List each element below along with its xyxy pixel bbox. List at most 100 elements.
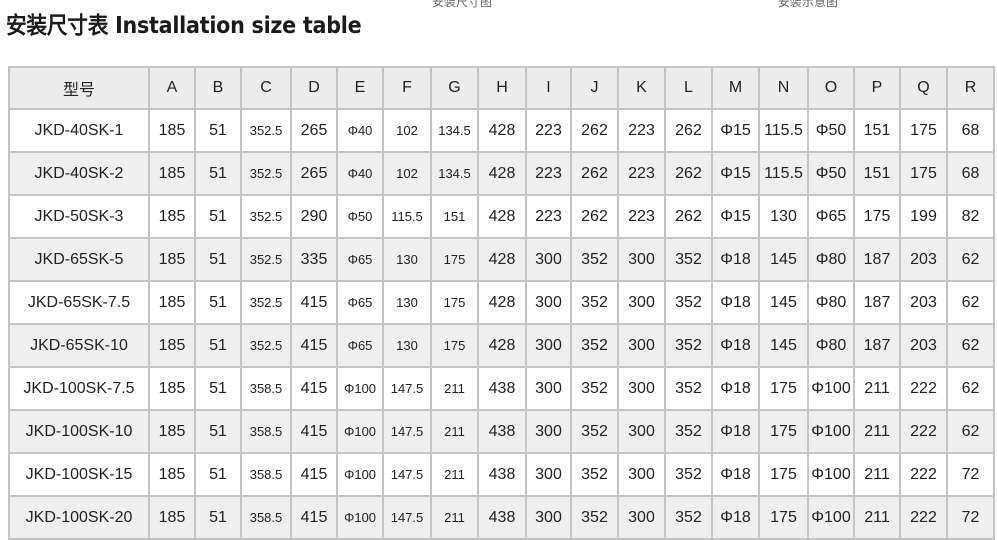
table-row: JKD-50SK-3 185 51 352.5 290 Φ50 115.5 151 428 223…: [8, 194, 995, 239]
cell-k: 300: [617, 409, 666, 454]
model-cell: JKD-100SK-20: [8, 495, 150, 540]
cell-r: 62: [946, 237, 995, 282]
cell-b: 51: [194, 194, 242, 239]
cell-m: Φ18: [711, 237, 760, 282]
cell-k: 223: [617, 194, 666, 239]
cell-b: 51: [194, 409, 242, 454]
cell-e: Φ100: [336, 452, 384, 497]
cell-l: 352: [664, 323, 713, 368]
cell-i: 223: [525, 108, 572, 153]
header-j: J: [570, 66, 619, 110]
cell-l: 352: [664, 452, 713, 497]
header-k: K: [617, 66, 666, 110]
cell-l: 352: [664, 409, 713, 454]
model-cell: JKD-100SK-7.5: [8, 366, 150, 411]
cell-n: 115.5: [758, 108, 809, 153]
cell-r: 62: [946, 409, 995, 454]
cell-c: 352.5: [240, 280, 292, 325]
cell-r: 72: [946, 452, 995, 497]
cell-h: 428: [477, 237, 527, 282]
cell-o: Φ80: [807, 323, 855, 368]
model-cell: JKD-65SK-10: [8, 323, 150, 368]
cell-i: 223: [525, 194, 572, 239]
cell-d: 265: [290, 108, 338, 153]
cell-n: 175: [758, 409, 809, 454]
cell-n: 145: [758, 280, 809, 325]
cell-m: Φ18: [711, 366, 760, 411]
header-b: B: [194, 66, 242, 110]
cell-f: 147.5: [382, 495, 432, 540]
header-a: A: [148, 66, 196, 110]
cell-j: 352: [570, 452, 619, 497]
cell-n: 175: [758, 495, 809, 540]
cell-e: Φ40: [336, 108, 384, 153]
cell-i: 300: [525, 452, 572, 497]
cell-i: 300: [525, 280, 572, 325]
cell-j: 352: [570, 409, 619, 454]
cell-g: 211: [430, 409, 479, 454]
cell-b: 51: [194, 366, 242, 411]
cell-k: 300: [617, 323, 666, 368]
cell-m: Φ18: [711, 323, 760, 368]
cell-g: 211: [430, 495, 479, 540]
cell-j: 262: [570, 194, 619, 239]
model-cell: JKD-40SK-1: [8, 108, 150, 153]
cell-j: 262: [570, 108, 619, 153]
cell-o: Φ80: [807, 237, 855, 282]
cell-h: 428: [477, 194, 527, 239]
cell-b: 51: [194, 323, 242, 368]
cell-q: 199: [899, 194, 948, 239]
cell-a: 185: [148, 237, 196, 282]
cell-r: 68: [946, 151, 995, 196]
cell-o: Φ50: [807, 108, 855, 153]
cell-j: 262: [570, 151, 619, 196]
cell-g: 151: [430, 194, 479, 239]
header-n: N: [758, 66, 809, 110]
cell-i: 300: [525, 366, 572, 411]
header-model: 型号: [8, 66, 150, 110]
cell-p: 187: [853, 280, 901, 325]
header-l: L: [664, 66, 713, 110]
cell-n: 175: [758, 452, 809, 497]
cell-l: 262: [664, 108, 713, 153]
cell-n: 145: [758, 323, 809, 368]
cell-f: 130: [382, 280, 432, 325]
cell-d: 415: [290, 495, 338, 540]
header-o: O: [807, 66, 855, 110]
cell-o: Φ80: [807, 280, 855, 325]
header-m: M: [711, 66, 760, 110]
cell-o: Φ65: [807, 194, 855, 239]
cell-p: 211: [853, 452, 901, 497]
cell-j: 352: [570, 237, 619, 282]
cell-j: 352: [570, 495, 619, 540]
cell-m: Φ15: [711, 151, 760, 196]
header-i: I: [525, 66, 572, 110]
cell-c: 358.5: [240, 495, 292, 540]
cell-h: 438: [477, 366, 527, 411]
cell-q: 222: [899, 495, 948, 540]
cell-k: 300: [617, 280, 666, 325]
cell-q: 222: [899, 366, 948, 411]
cell-d: 290: [290, 194, 338, 239]
cell-d: 415: [290, 452, 338, 497]
cell-k: 300: [617, 452, 666, 497]
cell-i: 300: [525, 409, 572, 454]
cell-m: Φ18: [711, 452, 760, 497]
cell-e: Φ65: [336, 323, 384, 368]
cell-c: 358.5: [240, 366, 292, 411]
cell-d: 415: [290, 323, 338, 368]
cell-p: 187: [853, 323, 901, 368]
cell-b: 51: [194, 151, 242, 196]
cell-d: 265: [290, 151, 338, 196]
cell-q: 203: [899, 237, 948, 282]
cell-b: 51: [194, 280, 242, 325]
cell-p: 175: [853, 194, 901, 239]
cell-k: 300: [617, 237, 666, 282]
cell-o: Φ100: [807, 366, 855, 411]
cell-a: 185: [148, 323, 196, 368]
cell-m: Φ18: [711, 409, 760, 454]
cell-o: Φ100: [807, 452, 855, 497]
header-f: F: [382, 66, 432, 110]
cell-k: 223: [617, 151, 666, 196]
table-row: JKD-40SK-2 185 51 352.5 265 Φ40 102 134.5 428 223…: [8, 151, 995, 196]
